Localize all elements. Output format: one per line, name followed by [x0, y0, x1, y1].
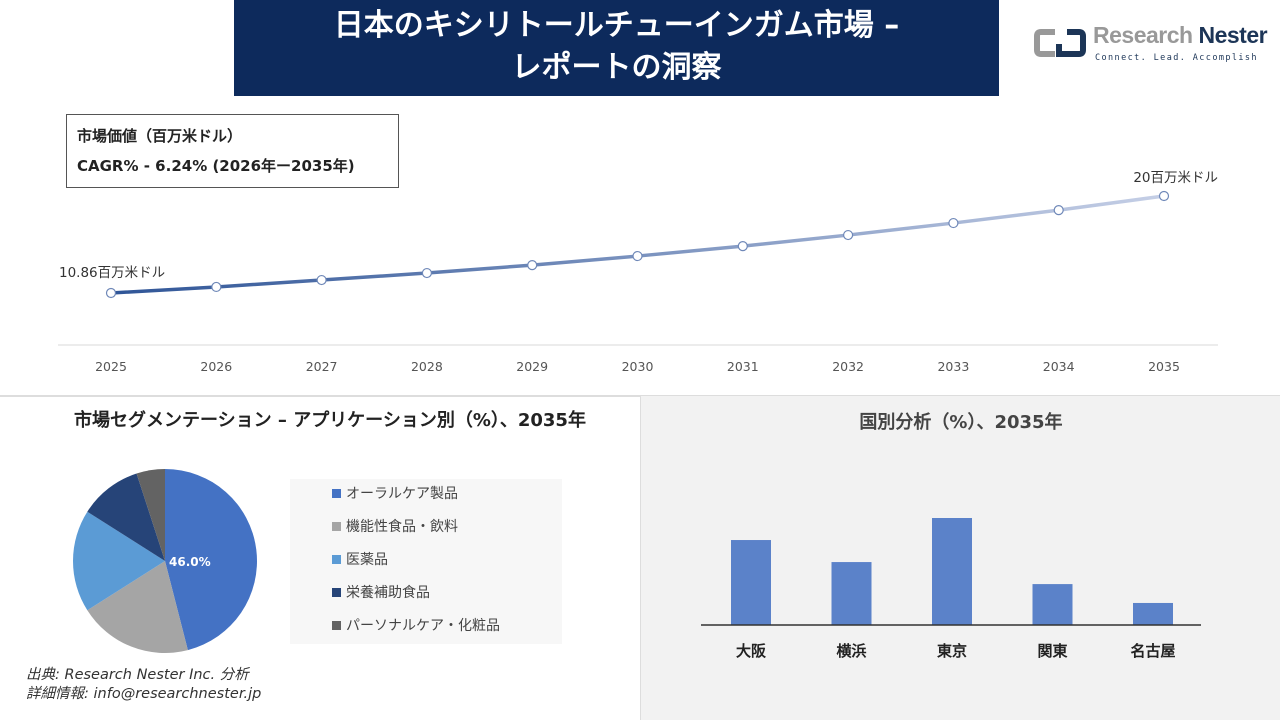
logo-name-light: Research	[1093, 22, 1193, 48]
legend-label: 栄養補助食品	[346, 585, 430, 601]
x-tick-label-2035: 2035	[1148, 359, 1180, 374]
x-tick-label-2025: 2025	[95, 359, 127, 374]
bar-label-大阪: 大阪	[736, 642, 767, 660]
x-tick-label-2029: 2029	[516, 359, 548, 374]
legend-swatch	[332, 587, 341, 597]
legend-swatch	[332, 521, 341, 531]
market-value-line	[110, 194, 1165, 295]
data-point-2027	[316, 274, 327, 286]
legend-label: オーラルケア製品	[346, 486, 458, 502]
legend-item: 栄養補助食品	[332, 582, 430, 602]
logo-tagline: Connect. Lead. Accomplish	[1095, 53, 1258, 63]
contact-line: 詳細情報: info@researchnester.jp	[26, 686, 262, 702]
legend-item: 医薬品	[332, 549, 388, 569]
pie-legend: オーラルケア製品 機能性食品・飲料 医薬品栄養補助食品パーソナルケア・化粧品	[290, 479, 562, 644]
title-line-2: レポートの洞察	[511, 50, 722, 85]
market-value-line-chart: 2025 2026 2027 2028 2029 2030 2031 2032 2033 2034…	[58, 170, 1218, 374]
legend-swatch	[332, 488, 341, 498]
legend-item: パーソナルケア・化粧品	[332, 615, 500, 635]
legend-label: パーソナルケア・化粧品	[346, 618, 500, 634]
x-tick-label-2033: 2033	[937, 359, 969, 374]
research-nester-logo: Research Nester Connect. Lead. Accomplis…	[1033, 22, 1273, 70]
x-tick-label-2034: 2034	[1043, 359, 1075, 374]
data-point-2032	[842, 229, 854, 241]
bar-横浜	[831, 562, 872, 625]
title-line-1: 日本のキシリトールチューインガム市場 –	[333, 8, 900, 43]
data-point-2028	[421, 267, 432, 279]
legend-label: 医薬品	[346, 552, 388, 568]
data-point-2034	[1053, 205, 1064, 216]
x-tick-label-2028: 2028	[411, 359, 443, 374]
source-note: 出典: Research Nester Inc. 分析 詳細情報: info@r…	[26, 666, 261, 704]
bar-label-東京: 東京	[937, 642, 967, 660]
data-point-2031	[737, 240, 748, 252]
x-tick-label-2027: 2027	[306, 359, 338, 374]
bar-chart-title: 国別分析（%）、2035年	[859, 412, 1063, 433]
market-value-label: 市場価値（百万米ドル）	[77, 127, 243, 145]
bar-label-横浜: 横浜	[836, 642, 866, 660]
pie-data-label: 46.0%	[169, 555, 211, 569]
data-label-last: 20百万米ドル	[1133, 170, 1218, 186]
segmentation-panel: 市場セグメンテーション – アプリケーション別（%）、2035年 46.0% オ…	[0, 396, 640, 720]
legend-swatch	[332, 554, 341, 564]
data-point-2026	[211, 281, 222, 293]
logo-icon	[1034, 29, 1086, 57]
bar-label-関東: 関東	[1037, 642, 1067, 660]
bar-label-名古屋: 名古屋	[1130, 642, 1175, 660]
bar-名古屋	[1133, 602, 1173, 625]
data-point-2029	[527, 259, 538, 271]
country-analysis-panel: 国別分析（%）、2035年 大阪 横浜 東京 関東 名古屋	[640, 396, 1280, 720]
pie-slice-4	[136, 469, 165, 561]
data-label-first: 10.86百万米ドル	[59, 265, 165, 281]
country-bar-chart: 大阪 横浜 東京 関東 名古屋	[701, 518, 1201, 660]
cagr-label: CAGR% - 6.24% (2026年ー2035年)	[77, 157, 355, 175]
data-point-2025	[105, 287, 117, 299]
bar-東京	[932, 518, 972, 625]
x-tick-label-2030: 2030	[622, 359, 654, 374]
legend-swatch	[332, 620, 341, 630]
x-tick-label-2026: 2026	[200, 359, 232, 374]
legend-item: 機能性食品・飲料	[332, 516, 458, 536]
page-title: 日本のキシリトールチューインガム市場 – レポートの洞察	[234, 0, 999, 96]
legend-item: オーラルケア製品	[332, 483, 458, 503]
source-line: 出典: Research Nester Inc. 分析	[26, 667, 249, 683]
pie-chart-title: 市場セグメンテーション – アプリケーション別（%）、2035年	[74, 410, 586, 431]
legend-label: 機能性食品・飲料	[346, 519, 458, 535]
segmentation-pie-chart: 46.0%	[73, 469, 257, 653]
pie-slice-2	[73, 511, 165, 611]
data-point-2033	[948, 217, 959, 229]
pie-slice-3	[87, 473, 165, 561]
logo-name-bold: Nester	[1198, 22, 1268, 48]
market-info-box: 市場価値（百万米ドル） CAGR% - 6.24% (2026年ー2035年)	[66, 114, 399, 188]
data-point-2035	[1158, 190, 1170, 202]
bar-大阪	[731, 540, 771, 625]
x-tick-label-2031: 2031	[727, 359, 759, 374]
pie-slice-0	[165, 469, 257, 651]
pie-slice-1	[87, 561, 188, 653]
x-tick-label-2032: 2032	[832, 359, 864, 374]
data-point-2030	[632, 250, 643, 262]
bar-関東	[1032, 584, 1073, 625]
